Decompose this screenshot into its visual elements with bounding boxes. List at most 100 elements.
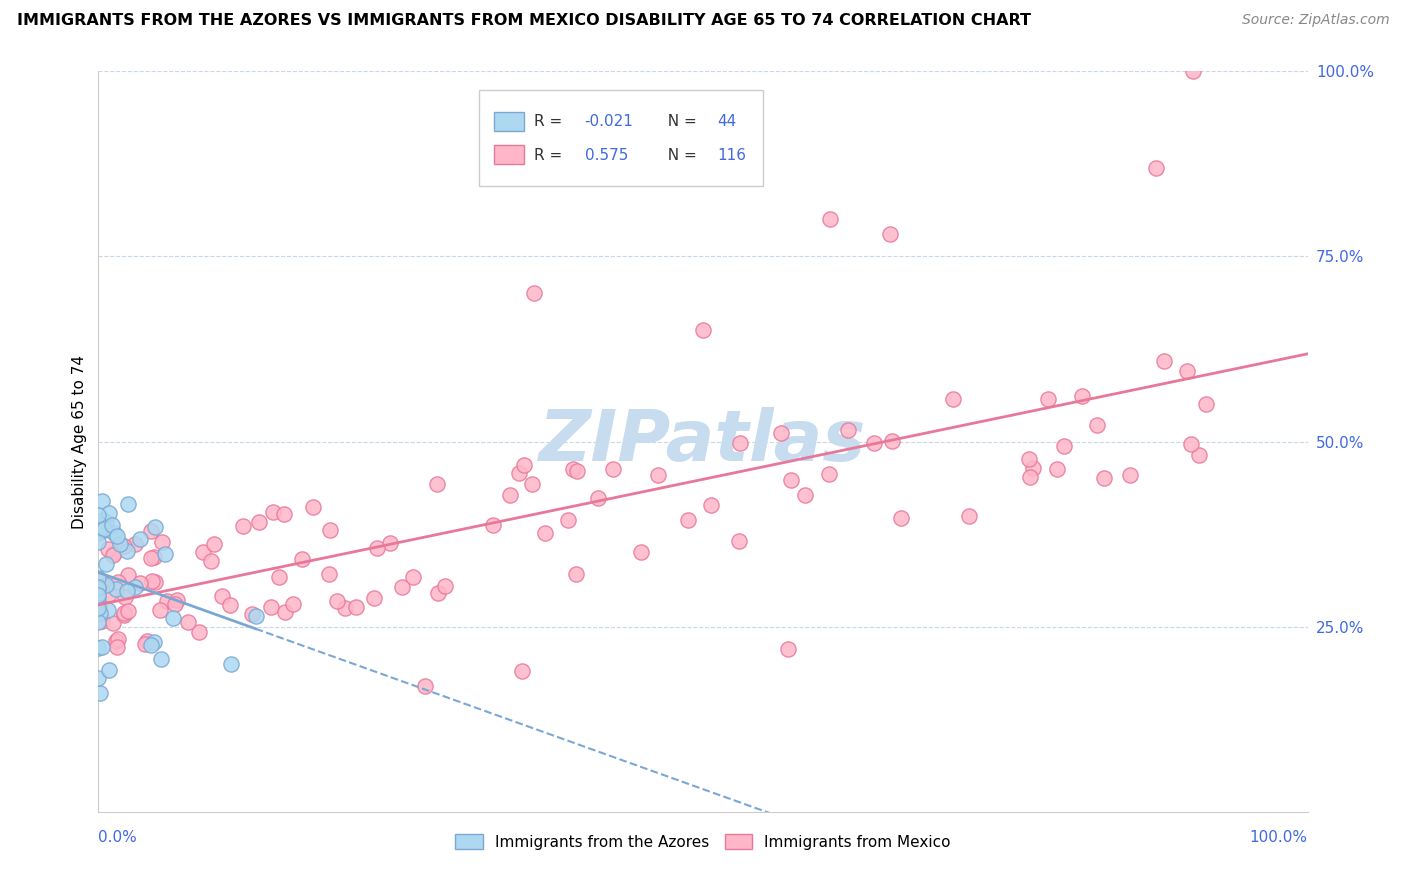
Point <box>105 640 128 654</box>
Point <box>177 615 200 629</box>
Point <box>90 574 112 589</box>
Point <box>117 567 139 582</box>
Point <box>187 624 209 639</box>
Point <box>87 588 110 602</box>
Text: 44: 44 <box>717 114 737 129</box>
Point <box>232 519 254 533</box>
Text: N =: N = <box>658 114 702 129</box>
Point <box>882 434 904 449</box>
Point <box>87 582 110 597</box>
Point <box>561 462 583 476</box>
Point <box>124 580 146 594</box>
Point <box>87 508 110 523</box>
Point <box>647 468 669 483</box>
Text: 0.0%: 0.0% <box>98 830 138 846</box>
Point <box>211 589 233 603</box>
Point <box>557 513 579 527</box>
Point <box>1188 448 1211 462</box>
Point <box>319 523 342 537</box>
Point <box>245 609 267 624</box>
Point <box>363 591 385 606</box>
Point <box>87 591 110 605</box>
Point <box>98 507 121 521</box>
Point <box>326 594 349 608</box>
FancyBboxPatch shape <box>494 112 524 130</box>
Point <box>202 537 225 551</box>
Point <box>101 616 124 631</box>
Point <box>221 657 243 671</box>
Text: IMMIGRANTS FROM THE AZORES VS IMMIGRANTS FROM MEXICO DISABILITY AGE 65 TO 74 COR: IMMIGRANTS FROM THE AZORES VS IMMIGRANTS… <box>17 13 1031 29</box>
Point <box>510 664 533 678</box>
Point <box>155 593 177 607</box>
Point <box>87 580 110 594</box>
Point <box>149 603 172 617</box>
Point <box>134 637 156 651</box>
Point <box>273 507 295 521</box>
Point <box>837 423 859 437</box>
Point <box>301 500 323 515</box>
Point <box>700 498 723 512</box>
Point <box>103 525 125 540</box>
Point <box>1046 461 1069 475</box>
Point <box>780 473 803 487</box>
Point <box>498 488 520 502</box>
Point <box>166 593 188 607</box>
Point <box>565 464 588 478</box>
Point <box>1175 364 1198 378</box>
Point <box>1119 467 1142 482</box>
Point <box>512 458 534 472</box>
Point <box>335 600 357 615</box>
Point <box>728 436 751 450</box>
Point <box>87 571 110 585</box>
Point <box>107 632 129 646</box>
Point <box>143 634 166 648</box>
Point <box>1053 439 1076 453</box>
Point <box>87 640 110 655</box>
Point <box>602 462 624 476</box>
Point <box>1092 471 1115 485</box>
Point <box>942 392 965 406</box>
Point <box>150 652 173 666</box>
Point <box>153 547 176 561</box>
Point <box>128 533 150 547</box>
Point <box>1019 470 1042 484</box>
Text: ZIPatlas: ZIPatlas <box>540 407 866 476</box>
Point <box>90 580 112 594</box>
Point <box>1018 452 1040 467</box>
Point <box>344 599 367 614</box>
Point <box>1180 437 1202 451</box>
Point <box>114 591 136 605</box>
Point <box>1146 161 1168 175</box>
Point <box>247 515 270 529</box>
Point <box>219 598 242 612</box>
Point <box>91 614 114 628</box>
Point <box>191 544 214 558</box>
Point <box>101 518 124 533</box>
Point <box>141 638 163 652</box>
Point <box>957 508 980 523</box>
Y-axis label: Disability Age 65 to 74: Disability Age 65 to 74 <box>72 354 87 529</box>
Point <box>523 286 546 301</box>
Point <box>136 634 159 648</box>
Point <box>150 534 173 549</box>
Point <box>533 525 555 540</box>
Point <box>143 519 166 533</box>
Point <box>818 212 841 227</box>
Point <box>89 686 111 700</box>
Point <box>89 607 111 621</box>
Point <box>117 604 139 618</box>
Point <box>520 477 543 491</box>
Point <box>93 523 115 537</box>
Point <box>142 550 165 565</box>
Point <box>112 608 135 623</box>
Point <box>162 610 184 624</box>
Point <box>97 663 120 677</box>
Point <box>260 600 283 615</box>
Point <box>318 567 340 582</box>
Point <box>117 497 139 511</box>
Point <box>87 599 110 614</box>
Point <box>630 544 652 558</box>
Point <box>165 597 187 611</box>
Point <box>770 426 793 441</box>
Point <box>94 515 117 529</box>
